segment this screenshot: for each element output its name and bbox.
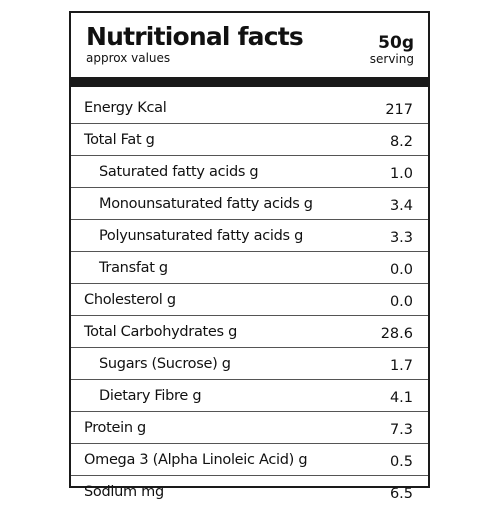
nutrient-name: Saturated fatty acids g bbox=[99, 164, 259, 180]
nutrient-value: 0.0 bbox=[389, 262, 413, 278]
nutrient-name: Total Carbohydrates g bbox=[84, 324, 238, 340]
nutrient-value: 1.7 bbox=[389, 358, 413, 374]
nutrient-value: 8.2 bbox=[389, 134, 413, 150]
nutrient-name: Energy Kcal bbox=[84, 100, 167, 116]
nutrient-value: 3.4 bbox=[389, 198, 413, 214]
nutrient-row-protein: Protein g 7.3 bbox=[71, 412, 428, 444]
nutrient-row-sodium: Sodium mg 6.5 bbox=[71, 476, 428, 508]
nutrition-facts-panel: Nutritional facts approx values 50g serv… bbox=[69, 11, 430, 502]
panel-subtitle: approx values bbox=[86, 51, 171, 65]
nutrient-row-sugars: Sugars (Sucrose) g 1.7 bbox=[71, 348, 428, 380]
nutrient-name: Dietary Fibre g bbox=[99, 388, 202, 404]
nutrient-name: Protein g bbox=[84, 420, 146, 436]
nutrient-value: 217 bbox=[385, 102, 413, 118]
nutrient-row-omega-3: Omega 3 (Alpha Linoleic Acid) g 0.5 bbox=[71, 444, 428, 476]
nutrient-row-dietary-fibre: Dietary Fibre g 4.1 bbox=[71, 380, 428, 412]
nutrient-name: Total Fat g bbox=[84, 132, 155, 148]
nutrient-table: Energy Kcal 217 Total Fat g 8.2 Saturate… bbox=[71, 92, 428, 508]
nutrient-name: Sodium mg bbox=[84, 484, 164, 500]
nutrient-row-cholesterol: Cholesterol g 0.0 bbox=[71, 284, 428, 316]
nutrient-name: Cholesterol g bbox=[84, 292, 176, 308]
header-divider bbox=[71, 77, 428, 87]
nutrient-value: 7.3 bbox=[389, 422, 413, 438]
nutrient-value: 0.5 bbox=[389, 454, 413, 470]
nutrient-row-transfat: Transfat g 0.0 bbox=[71, 252, 428, 284]
nutrient-value: 1.0 bbox=[389, 166, 413, 182]
nutrient-value: 6.5 bbox=[389, 486, 413, 502]
panel-title: Nutritional facts bbox=[86, 22, 304, 51]
nutrient-row-total-carbohydrates: Total Carbohydrates g 28.6 bbox=[71, 316, 428, 348]
nutrient-name: Polyunsaturated fatty acids g bbox=[99, 228, 303, 244]
nutrient-value: 4.1 bbox=[389, 390, 413, 406]
nutrient-row-total-fat: Total Fat g 8.2 bbox=[71, 124, 428, 156]
serving-label: serving bbox=[369, 52, 414, 66]
nutrient-value: 3.3 bbox=[389, 230, 413, 246]
nutrient-row-saturated-fat: Saturated fatty acids g 1.0 bbox=[71, 156, 428, 188]
nutrient-row-monounsaturated-fat: Monounsaturated fatty acids g 3.4 bbox=[71, 188, 428, 220]
nutrient-name: Sugars (Sucrose) g bbox=[99, 356, 231, 372]
nutrient-name: Monounsaturated fatty acids g bbox=[99, 196, 313, 212]
nutrient-value: 0.0 bbox=[389, 294, 413, 310]
nutrient-name: Omega 3 (Alpha Linoleic Acid) g bbox=[84, 452, 308, 468]
nutrient-name: Transfat g bbox=[99, 260, 168, 276]
nutrient-row-polyunsaturated-fat: Polyunsaturated fatty acids g 3.3 bbox=[71, 220, 428, 252]
nutrient-value: 28.6 bbox=[380, 326, 413, 342]
serving-amount: 50g bbox=[378, 33, 414, 53]
nutrient-row-energy: Energy Kcal 217 bbox=[71, 92, 428, 124]
nutrition-header: Nutritional facts approx values 50g serv… bbox=[71, 13, 428, 77]
